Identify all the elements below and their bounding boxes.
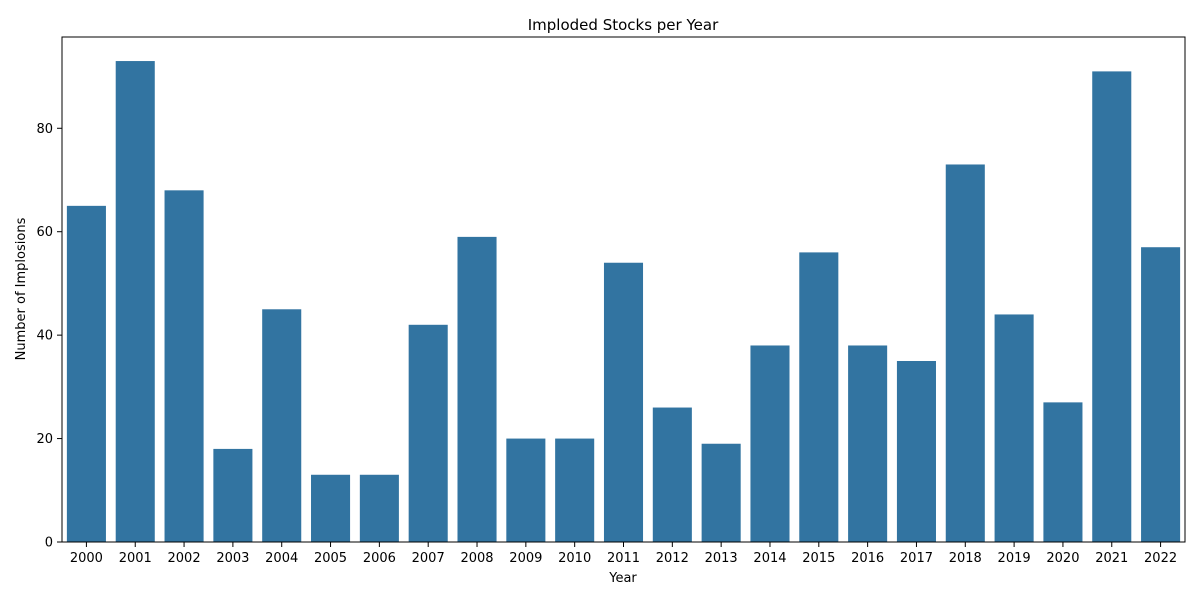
y-tick-label: 20: [36, 432, 53, 447]
y-tick-label: 80: [36, 122, 53, 137]
bar-2002: [164, 190, 204, 543]
x-tick-label: 2006: [363, 551, 396, 566]
x-tick-label: 2017: [900, 551, 933, 566]
x-tick-label: 2011: [607, 551, 640, 566]
x-tick-label: 2001: [119, 551, 152, 566]
bar-2014: [750, 345, 790, 542]
bar-2007: [408, 324, 448, 542]
bar-2000: [66, 205, 106, 543]
bar-2008: [457, 236, 497, 542]
x-tick-label: 2003: [216, 551, 249, 566]
x-tick-label: 2007: [412, 551, 445, 566]
x-tick-label: 2008: [460, 551, 493, 566]
x-tick-label: 2016: [851, 551, 884, 566]
x-tick-label: 2018: [949, 551, 982, 566]
y-axis-label: Number of Implosions: [14, 217, 29, 360]
bar-2019: [994, 314, 1034, 542]
x-tick-label: 2015: [802, 551, 835, 566]
x-tick-label: 2005: [314, 551, 347, 566]
x-tick-label: 2021: [1095, 551, 1128, 566]
x-tick-label: 2014: [753, 551, 786, 566]
bar-2006: [359, 474, 399, 542]
bar-2001: [115, 61, 155, 543]
x-axis-ticks: 2000 2001 2002 2003 2004 2005 2006 2007 2008 2009…: [70, 542, 1177, 566]
bar-2003: [213, 448, 253, 542]
bar-2015: [799, 252, 839, 542]
bar-2010: [555, 438, 595, 542]
plot-frame: [61, 36, 1186, 543]
chart-title: Imploded Stocks per Year: [528, 16, 719, 34]
bar-2013: [701, 443, 741, 542]
bar-2016: [848, 345, 888, 542]
bar-2022: [1141, 247, 1181, 543]
x-tick-label: 2010: [558, 551, 591, 566]
x-tick-label: 2019: [998, 551, 1031, 566]
bar-2005: [311, 474, 351, 542]
x-tick-label: 2013: [705, 551, 738, 566]
bar-2004: [262, 309, 302, 542]
bar-2018: [945, 164, 985, 542]
x-tick-label: 2022: [1144, 551, 1177, 566]
bar-2020: [1043, 402, 1083, 542]
x-tick-label: 2009: [509, 551, 542, 566]
y-tick-label: 40: [36, 329, 53, 344]
x-tick-label: 2012: [656, 551, 689, 566]
bar-2021: [1092, 71, 1132, 542]
bar-2009: [506, 438, 546, 542]
bar-2011: [603, 262, 644, 542]
y-tick-label: 0: [45, 536, 53, 551]
bars-group: [66, 61, 1181, 543]
y-tick-label: 60: [36, 225, 53, 240]
x-axis-label: Year: [608, 571, 637, 586]
x-tick-label: 2004: [265, 551, 298, 566]
bar-2012: [652, 407, 692, 542]
y-axis-ticks: 0 20 40 60 80: [36, 122, 62, 551]
x-tick-label: 2020: [1046, 551, 1079, 566]
x-tick-label: 2000: [70, 551, 103, 566]
bar-2017: [896, 360, 936, 542]
x-tick-label: 2002: [168, 551, 201, 566]
